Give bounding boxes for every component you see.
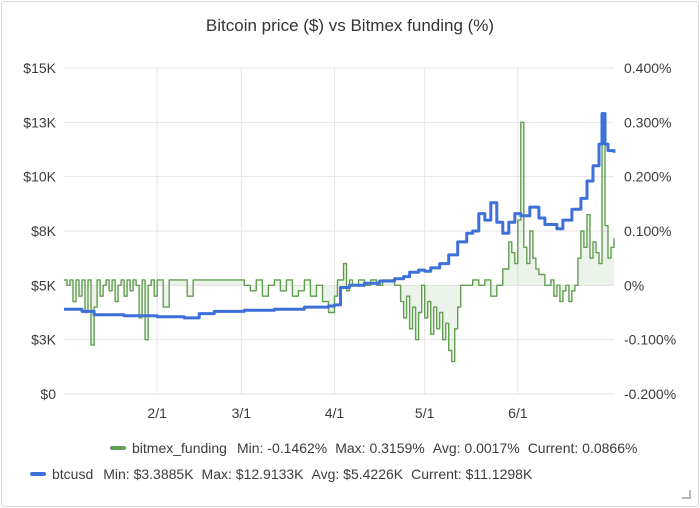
y-tick-label-right: 0.100% xyxy=(624,223,671,239)
x-tick-label: 5/1 xyxy=(415,405,435,421)
y-tick-label-right: 0.400% xyxy=(624,60,671,76)
y-tick-label-right: -0.100% xyxy=(624,332,676,348)
panel-title[interactable]: Bitcoin price ($) vs Bitmex funding (%) xyxy=(205,16,495,35)
legend-max-bitmex-funding: Max: 0.3159% xyxy=(335,440,425,456)
legend-max-btcusd: Max: $12.9133K xyxy=(201,466,304,482)
right-axis: -0.200% -0.100% 0% 0.100% 0.200% 0.300% 0.400% xyxy=(624,60,676,402)
legend-label-btcusd: btcusd xyxy=(52,466,94,482)
y-tick-label-left: $10K xyxy=(23,169,56,185)
x-tick-label: 2/1 xyxy=(147,405,167,421)
legend-row-bitmex-funding[interactable]: bitmex_funding Min: -0.1462% Max: 0.3159… xyxy=(110,440,645,456)
series-fill-bitmex-funding xyxy=(64,122,614,362)
panel-resize-handle[interactable] xyxy=(682,490,691,499)
left-axis: $0 $3K $5K $8K $10K $13K $15K xyxy=(23,60,56,402)
legend-min-bitmex-funding: Min: -0.1462% xyxy=(236,440,328,456)
x-tick-label: 6/1 xyxy=(508,405,528,421)
y-tick-label-right: 0.300% xyxy=(624,114,671,130)
y-tick-label-left: $13K xyxy=(23,114,56,130)
y-tick-label-left: $15K xyxy=(23,60,56,76)
y-tick-label-left: $3K xyxy=(31,332,57,348)
legend-current-bitmex-funding: Current: 0.0866% xyxy=(527,440,638,456)
legend-avg-btcusd: Avg: $5.4226K xyxy=(311,466,404,482)
legend-avg-bitmex-funding: Avg: 0.0017% xyxy=(432,440,520,456)
x-tick-label: 4/1 xyxy=(325,405,345,421)
series-layer xyxy=(64,112,616,363)
legend-row-btcusd[interactable]: btcusd Min: $3.3885K Max: $12.9133K Avg:… xyxy=(30,466,540,482)
y-tick-label-left: $8K xyxy=(31,223,57,239)
x-tick-label: 3/1 xyxy=(232,405,252,421)
y-tick-label-right: 0.200% xyxy=(624,169,671,185)
legend-swatch-bitmex-funding xyxy=(110,446,126,450)
legend-min-btcusd: Min: $3.3885K xyxy=(103,466,194,482)
legend-swatch-btcusd xyxy=(30,472,46,476)
legend-current-btcusd: Current: $11.1298K xyxy=(411,466,533,482)
legend-label-bitmex-funding: bitmex_funding xyxy=(132,440,227,456)
y-tick-label-left: $0 xyxy=(40,386,56,402)
y-tick-label-left: $5K xyxy=(31,277,57,293)
series-line-bitmex-funding xyxy=(64,121,615,363)
series-line-btcusd xyxy=(64,112,616,320)
y-tick-label-right: 0% xyxy=(624,277,644,293)
x-axis: 2/1 3/1 4/1 5/1 6/1 xyxy=(147,405,527,421)
y-tick-label-right: -0.200% xyxy=(624,386,676,402)
